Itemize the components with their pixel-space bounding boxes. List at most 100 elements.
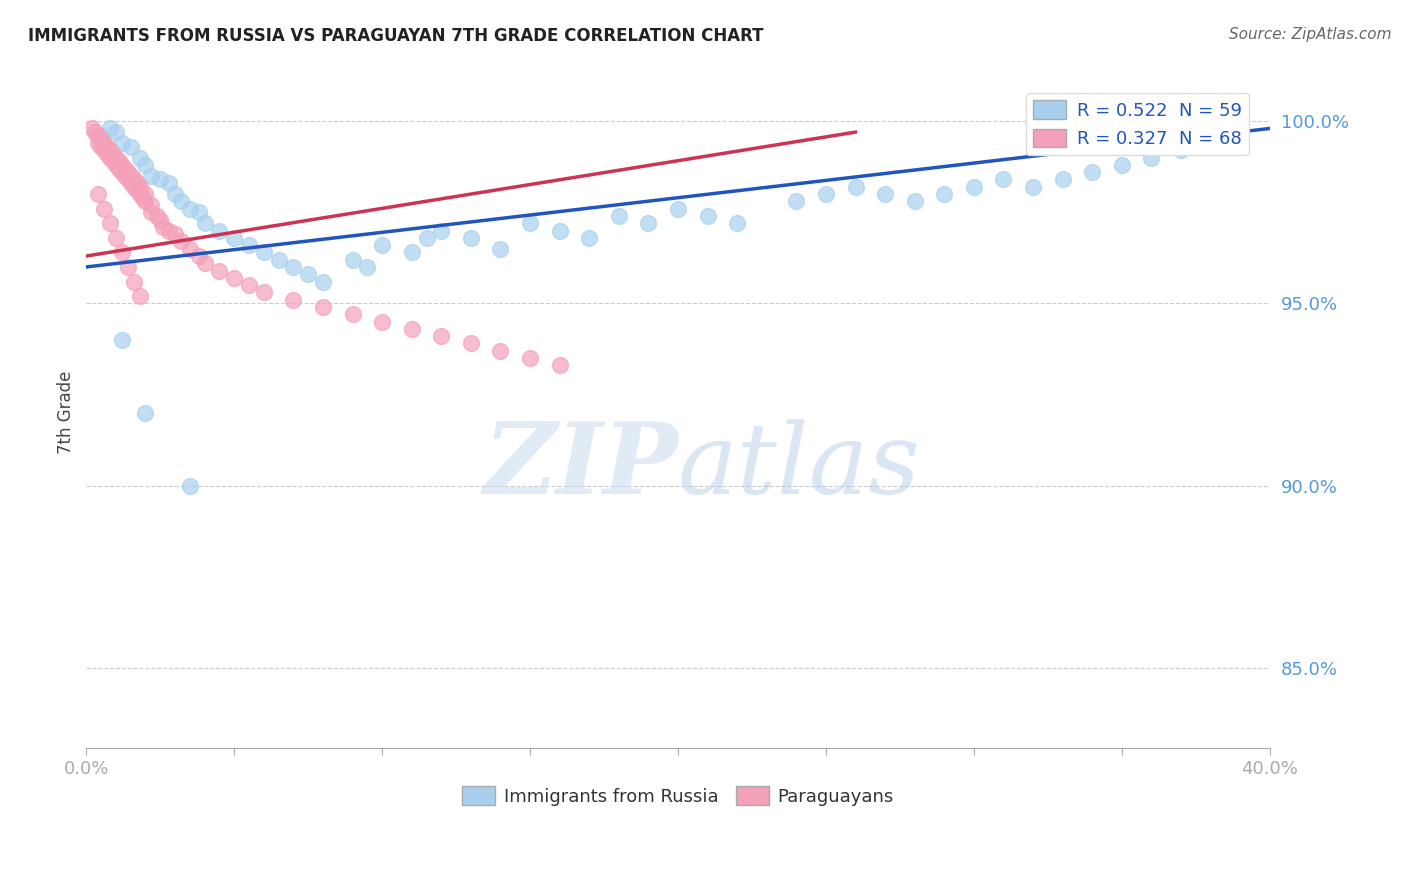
Point — [963, 179, 986, 194]
Point — [187, 249, 209, 263]
Point — [149, 212, 172, 227]
Point — [90, 139, 112, 153]
Point — [149, 172, 172, 186]
Point — [82, 121, 104, 136]
Point — [134, 194, 156, 209]
Point — [87, 128, 110, 143]
Point — [696, 209, 718, 223]
Point — [98, 144, 121, 158]
Point — [98, 121, 121, 136]
Point — [96, 139, 118, 153]
Point — [401, 245, 423, 260]
Point — [371, 315, 394, 329]
Point — [93, 136, 115, 150]
Point — [104, 158, 127, 172]
Point — [117, 172, 139, 186]
Point — [108, 161, 131, 176]
Point — [104, 151, 127, 165]
Point — [785, 194, 807, 209]
Point — [194, 256, 217, 270]
Point — [125, 183, 148, 197]
Point — [725, 216, 748, 230]
Point — [165, 187, 187, 202]
Point — [637, 216, 659, 230]
Point — [131, 191, 153, 205]
Point — [122, 179, 145, 194]
Point — [93, 144, 115, 158]
Point — [141, 205, 163, 219]
Point — [415, 231, 437, 245]
Point — [224, 231, 246, 245]
Point — [108, 154, 131, 169]
Point — [93, 202, 115, 216]
Point — [844, 179, 866, 194]
Point — [283, 260, 305, 274]
Point — [120, 139, 142, 153]
Point — [1022, 179, 1045, 194]
Point — [401, 322, 423, 336]
Point — [342, 307, 364, 321]
Point — [120, 176, 142, 190]
Point — [283, 293, 305, 307]
Point — [84, 125, 107, 139]
Point — [120, 169, 142, 183]
Point — [117, 165, 139, 179]
Point — [98, 151, 121, 165]
Point — [1111, 158, 1133, 172]
Point — [607, 209, 630, 223]
Point — [122, 172, 145, 186]
Point — [519, 216, 541, 230]
Point — [904, 194, 927, 209]
Point — [179, 242, 201, 256]
Point — [208, 263, 231, 277]
Point — [1081, 165, 1104, 179]
Point — [253, 245, 276, 260]
Point — [253, 285, 276, 300]
Point — [134, 406, 156, 420]
Text: Source: ZipAtlas.com: Source: ZipAtlas.com — [1229, 27, 1392, 42]
Point — [1170, 144, 1192, 158]
Point — [141, 198, 163, 212]
Point — [141, 169, 163, 183]
Y-axis label: 7th Grade: 7th Grade — [58, 371, 75, 454]
Point — [1215, 121, 1237, 136]
Point — [101, 147, 124, 161]
Text: ZIP: ZIP — [484, 418, 678, 515]
Point — [157, 176, 180, 190]
Point — [578, 231, 600, 245]
Point — [111, 158, 134, 172]
Point — [128, 179, 150, 194]
Point — [90, 132, 112, 146]
Point — [267, 252, 290, 267]
Point — [993, 172, 1015, 186]
Point — [157, 223, 180, 237]
Point — [934, 187, 956, 202]
Point — [114, 161, 136, 176]
Point — [125, 176, 148, 190]
Point — [104, 125, 127, 139]
Point — [90, 128, 112, 143]
Point — [297, 267, 319, 281]
Point — [1229, 125, 1251, 139]
Point — [170, 235, 193, 249]
Point — [104, 231, 127, 245]
Point — [519, 351, 541, 365]
Point — [96, 147, 118, 161]
Point — [134, 158, 156, 172]
Point — [489, 242, 512, 256]
Point — [548, 223, 571, 237]
Point — [134, 187, 156, 202]
Point — [548, 359, 571, 373]
Point — [312, 300, 335, 314]
Point — [146, 209, 169, 223]
Point — [1052, 172, 1074, 186]
Point — [170, 194, 193, 209]
Point — [152, 219, 174, 234]
Point — [814, 187, 837, 202]
Point — [128, 289, 150, 303]
Point — [194, 216, 217, 230]
Point — [238, 238, 260, 252]
Point — [179, 202, 201, 216]
Point — [111, 333, 134, 347]
Point — [111, 245, 134, 260]
